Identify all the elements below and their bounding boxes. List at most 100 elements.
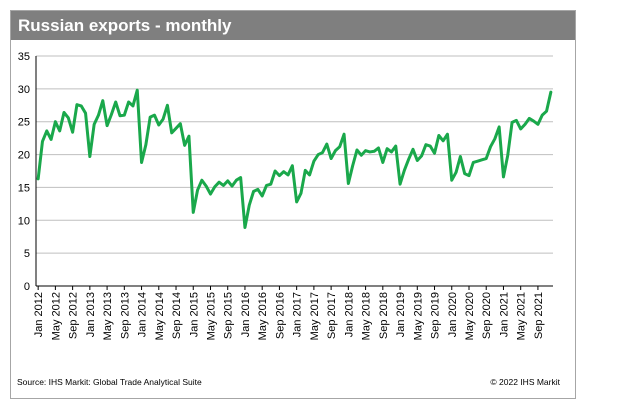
data-point [342,133,346,136]
y-tick-label: 0 [24,281,30,293]
data-point [338,145,341,148]
data-point [222,184,225,187]
data-point [541,113,544,117]
data-point [243,226,247,229]
series-line-exports [36,88,553,230]
data-point [291,164,294,167]
data-point [226,179,229,183]
data-point [523,123,527,126]
x-tick-label: May 2021 [516,292,528,340]
data-point [101,99,104,102]
x-tick-label: Jan 2013 [85,292,97,337]
x-tick-label: May 2015 [205,292,217,340]
data-point [123,113,126,117]
data-point [398,182,402,186]
data-point [286,173,290,177]
x-tick-label: May 2016 [257,292,269,340]
data-point [58,129,61,133]
x-tick-label: Sep 2018 [378,292,390,339]
data-point [161,117,165,121]
x-tick-label: May 2013 [102,292,114,340]
data-point [411,148,415,151]
data-point [157,123,160,127]
data-point [493,137,497,140]
data-point [183,144,186,147]
data-point [127,100,130,104]
x-tick-label: May 2014 [154,292,166,340]
data-point [71,131,74,134]
data-point [265,184,268,187]
x-tick-label: Jan 2020 [447,292,459,337]
x-tick-label: Sep 2012 [68,292,80,339]
x-tick-label: Sep 2019 [430,292,442,339]
y-tick-label: 20 [18,150,30,162]
y-tick-label: 25 [18,117,30,129]
data-point [385,147,389,150]
data-point [97,113,100,117]
data-point [248,203,251,207]
y-tick-label: 30 [18,84,30,96]
data-point [321,151,324,154]
data-point [407,157,410,161]
data-point [485,157,488,160]
data-point [269,182,273,186]
data-point [446,133,449,136]
data-point [304,169,307,172]
data-point [519,127,522,131]
data-point [136,88,139,92]
x-tick-label: May 2017 [309,292,321,340]
x-tick-label: Jan 2017 [292,292,304,337]
data-point [467,174,471,177]
data-point [489,145,492,148]
data-point [282,170,285,173]
data-point [131,104,135,108]
y-tick-label: 15 [18,182,30,194]
data-point [54,120,57,123]
data-point [308,173,311,177]
x-tick-label: Jan 2016 [240,292,252,337]
data-point [273,169,277,173]
x-tick-label: Jan 2012 [33,292,45,337]
data-point [536,123,540,126]
data-point [316,153,320,156]
data-point [450,179,453,182]
data-point [329,157,333,160]
data-point [377,146,380,150]
data-point [364,149,367,152]
data-point [334,149,337,152]
data-point [204,184,208,188]
data-point [144,143,148,146]
data-point [476,159,479,163]
data-point [416,159,419,162]
data-point [472,161,475,164]
data-point [351,164,354,167]
data-point [88,155,92,158]
data-point [256,188,260,191]
data-point [278,174,281,177]
data-point [213,185,216,188]
data-point [454,171,458,174]
data-point [260,194,264,198]
data-point [174,127,178,130]
copyright-note: © 2022 IHS Markit [490,377,560,387]
data-point [403,169,406,172]
data-point [368,150,372,154]
data-point [299,192,303,195]
x-tick-label: May 2018 [361,292,373,340]
data-point [118,114,122,118]
x-tick-label: Jan 2019 [395,292,407,337]
data-point [355,148,359,152]
data-point [179,122,182,125]
data-point [252,190,255,193]
data-point [381,161,385,164]
line-chart: 0 5 10 15 20 25 30 35 Jan 2012 May 2012 Sep 2012 Ja… [18,51,553,340]
x-tick-label: Jan 2014 [137,292,149,337]
x-tick-label: Sep 2020 [481,292,493,339]
data-point [192,211,195,214]
data-point [502,175,505,179]
data-point [84,111,87,115]
data-point [295,200,298,204]
data-point [209,192,212,196]
data-point [373,150,376,153]
data-point [239,176,242,179]
